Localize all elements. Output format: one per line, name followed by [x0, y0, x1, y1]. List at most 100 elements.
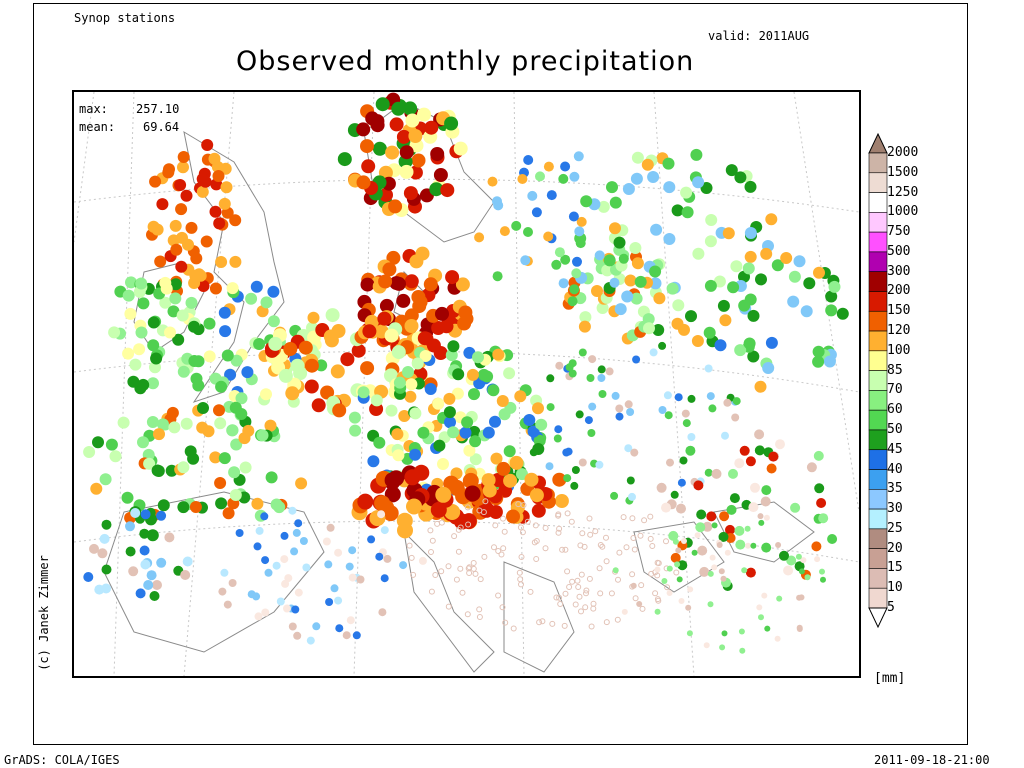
colorbar-segment [868, 587, 888, 609]
station-point [523, 414, 536, 426]
station-point [776, 595, 783, 602]
station-point [447, 340, 460, 353]
station-point [164, 532, 175, 543]
station-point [529, 488, 544, 503]
station-point [212, 170, 225, 182]
station-point [385, 404, 398, 417]
station-point [444, 116, 459, 131]
station-point [518, 581, 524, 588]
station-point [340, 352, 355, 367]
station-point [579, 311, 592, 324]
station-point [455, 548, 462, 555]
colorbar-tick-label: 70 [887, 382, 903, 398]
colorbar-segment [868, 429, 888, 451]
station-point [224, 368, 237, 381]
station-point [722, 227, 735, 240]
station-point [464, 504, 471, 511]
station-point [459, 589, 466, 596]
station-point [426, 338, 441, 353]
station-point [543, 231, 554, 242]
station-point [624, 444, 633, 453]
station-point [404, 319, 419, 333]
station-point [487, 176, 498, 187]
station-point [734, 171, 747, 184]
station-point [265, 471, 278, 484]
station-point [135, 277, 148, 290]
station-point [458, 305, 473, 320]
station-point [549, 620, 556, 627]
station-point [500, 515, 506, 522]
station-point [783, 565, 794, 576]
station-point [312, 622, 321, 631]
station-point [404, 274, 419, 289]
station-point [477, 576, 484, 583]
station-point [445, 603, 452, 610]
station-point [575, 584, 582, 590]
station-point [356, 575, 365, 584]
station-point [539, 618, 546, 625]
station-point [798, 568, 805, 575]
station-point [506, 509, 520, 524]
station-point [203, 350, 216, 363]
station-point [392, 449, 405, 462]
station-point [177, 461, 190, 474]
colorbar-segment [868, 350, 888, 371]
station-point [711, 468, 722, 479]
station-point [719, 644, 726, 651]
station-point [716, 542, 723, 548]
colorbar [868, 132, 888, 629]
station-point [583, 590, 589, 597]
station-point [787, 295, 800, 308]
station-point [481, 553, 488, 560]
station-point [756, 604, 763, 611]
station-point [137, 378, 150, 391]
station-point [575, 238, 586, 249]
station-point [149, 175, 162, 188]
station-point [388, 470, 405, 487]
station-point [500, 545, 507, 552]
station-point [774, 635, 781, 642]
station-point [460, 513, 477, 530]
station-point [788, 270, 801, 283]
station-point [409, 448, 422, 461]
station-point [563, 474, 572, 483]
station-point [252, 592, 261, 601]
station-point [342, 631, 351, 640]
station-point [509, 455, 524, 470]
station-point [147, 339, 160, 352]
station-point [291, 605, 300, 614]
station-point [764, 625, 771, 632]
station-point [334, 596, 343, 605]
station-point [732, 397, 741, 406]
station-point [378, 608, 387, 617]
station-point [149, 591, 160, 601]
map-panel: max: 257.10 mean: 69.64 [72, 90, 861, 678]
station-point [597, 542, 604, 548]
station-point [735, 539, 746, 550]
station-point [360, 361, 375, 376]
station-point [228, 466, 241, 479]
colorbar-tick-label: 300 [887, 263, 911, 279]
station-point [555, 361, 564, 370]
station-point [734, 344, 747, 357]
station-point [598, 390, 607, 398]
station-point [677, 478, 686, 487]
station-point [133, 343, 146, 356]
colorbar-segment [868, 212, 888, 233]
station-point [245, 292, 258, 305]
station-point [743, 337, 756, 350]
station-point [468, 425, 481, 438]
station-point [393, 376, 406, 389]
station-point [153, 428, 165, 441]
station-point [278, 368, 293, 383]
station-point [404, 308, 419, 323]
station-point [219, 325, 232, 338]
station-point [379, 298, 394, 313]
station-point [493, 200, 504, 211]
colorbar-tick-label: 35 [887, 481, 903, 497]
station-point [517, 174, 528, 184]
station-point [812, 355, 825, 368]
station-point [391, 428, 404, 441]
station-point [362, 324, 377, 339]
station-point [427, 527, 434, 534]
